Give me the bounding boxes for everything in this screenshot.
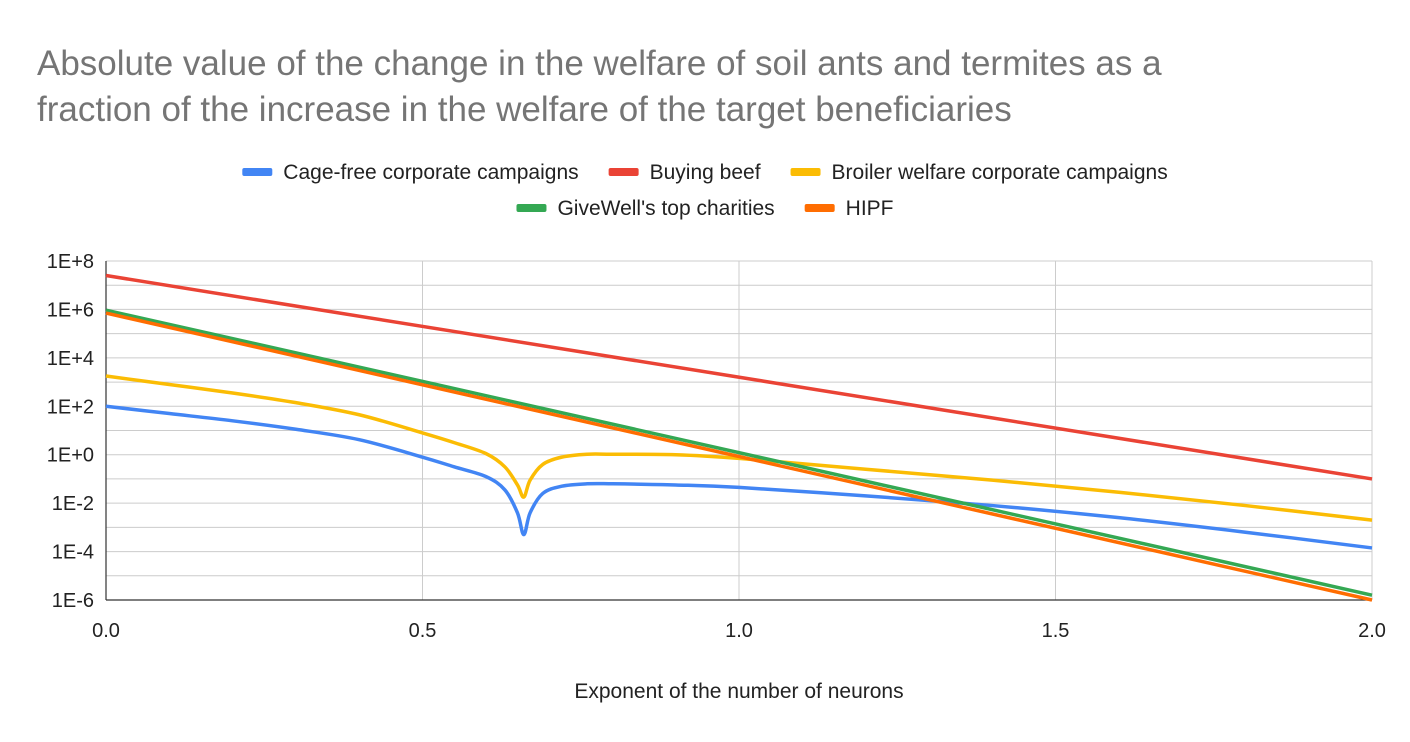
legend: Cage-free corporate campaigns Buying beef…: [242, 161, 1168, 220]
y-tick-label: 1E+8: [47, 251, 94, 273]
series-line-cage-free-corporate-campaigns: [105, 404, 1373, 550]
legend-label: Buying beef: [650, 161, 761, 184]
series-line-broiler-welfare-corporate-campaigns: [105, 374, 1373, 522]
legend-label: HIPF: [846, 197, 894, 220]
axes: [105, 261, 1372, 601]
series-group: [105, 273, 1373, 602]
y-tick-label: 1E+6: [47, 299, 94, 321]
legend-label: Cage-free corporate campaigns: [283, 161, 578, 184]
legend-item-buying-beef[interactable]: Buying beef: [608, 161, 761, 184]
series-line-givewell-s-top-charities: [105, 308, 1373, 597]
x-tick-label: 1.0: [725, 620, 753, 642]
chart-title-line-1: Absolute value of the change in the welf…: [37, 44, 1162, 83]
series-line-hipf: [105, 311, 1373, 602]
x-tick-label: 0.5: [409, 620, 437, 642]
legend-swatch: [608, 168, 639, 176]
x-axis-title: Exponent of the number of neurons: [574, 680, 903, 703]
y-tick-label: 1E+4: [47, 348, 94, 370]
chart-title: Absolute value of the change in the welf…: [37, 44, 1162, 129]
y-tick-label: 1E-6: [52, 590, 94, 612]
x-tick-label: 1.5: [1042, 620, 1070, 642]
y-tick-label: 1E+0: [47, 445, 94, 467]
tick-labels: 1E+8 1E+6 1E+4 1E+2 1E+0 1E-2 1E-4 1E-6 0.0 0.5 1.…: [47, 251, 1386, 642]
legend-swatch: [804, 204, 835, 212]
legend-item-broiler-welfare-corporate-campaigns[interactable]: Broiler welfare corporate campaigns: [790, 161, 1168, 184]
y-tick-label: 1E+2: [47, 396, 94, 418]
legend-swatch: [790, 168, 821, 176]
legend-item-cage-free-corporate-campaigns[interactable]: Cage-free corporate campaigns: [242, 161, 579, 184]
legend-swatch: [242, 168, 273, 176]
legend-swatch: [516, 204, 547, 212]
chart-title-line-2: fraction of the increase in the welfare …: [37, 90, 1012, 129]
series-line-buying-beef: [105, 273, 1373, 481]
x-tick-label: 2.0: [1358, 620, 1386, 642]
legend-label: Broiler welfare corporate campaigns: [832, 161, 1168, 184]
x-tick-label: 0.0: [92, 620, 120, 642]
legend-item-givewell-s-top-charities[interactable]: GiveWell's top charities: [516, 197, 775, 220]
y-tick-label: 1E-2: [52, 493, 94, 515]
legend-label: GiveWell's top charities: [557, 197, 774, 220]
y-tick-label: 1E-4: [52, 542, 94, 564]
legend-item-hipf[interactable]: HIPF: [804, 197, 894, 220]
